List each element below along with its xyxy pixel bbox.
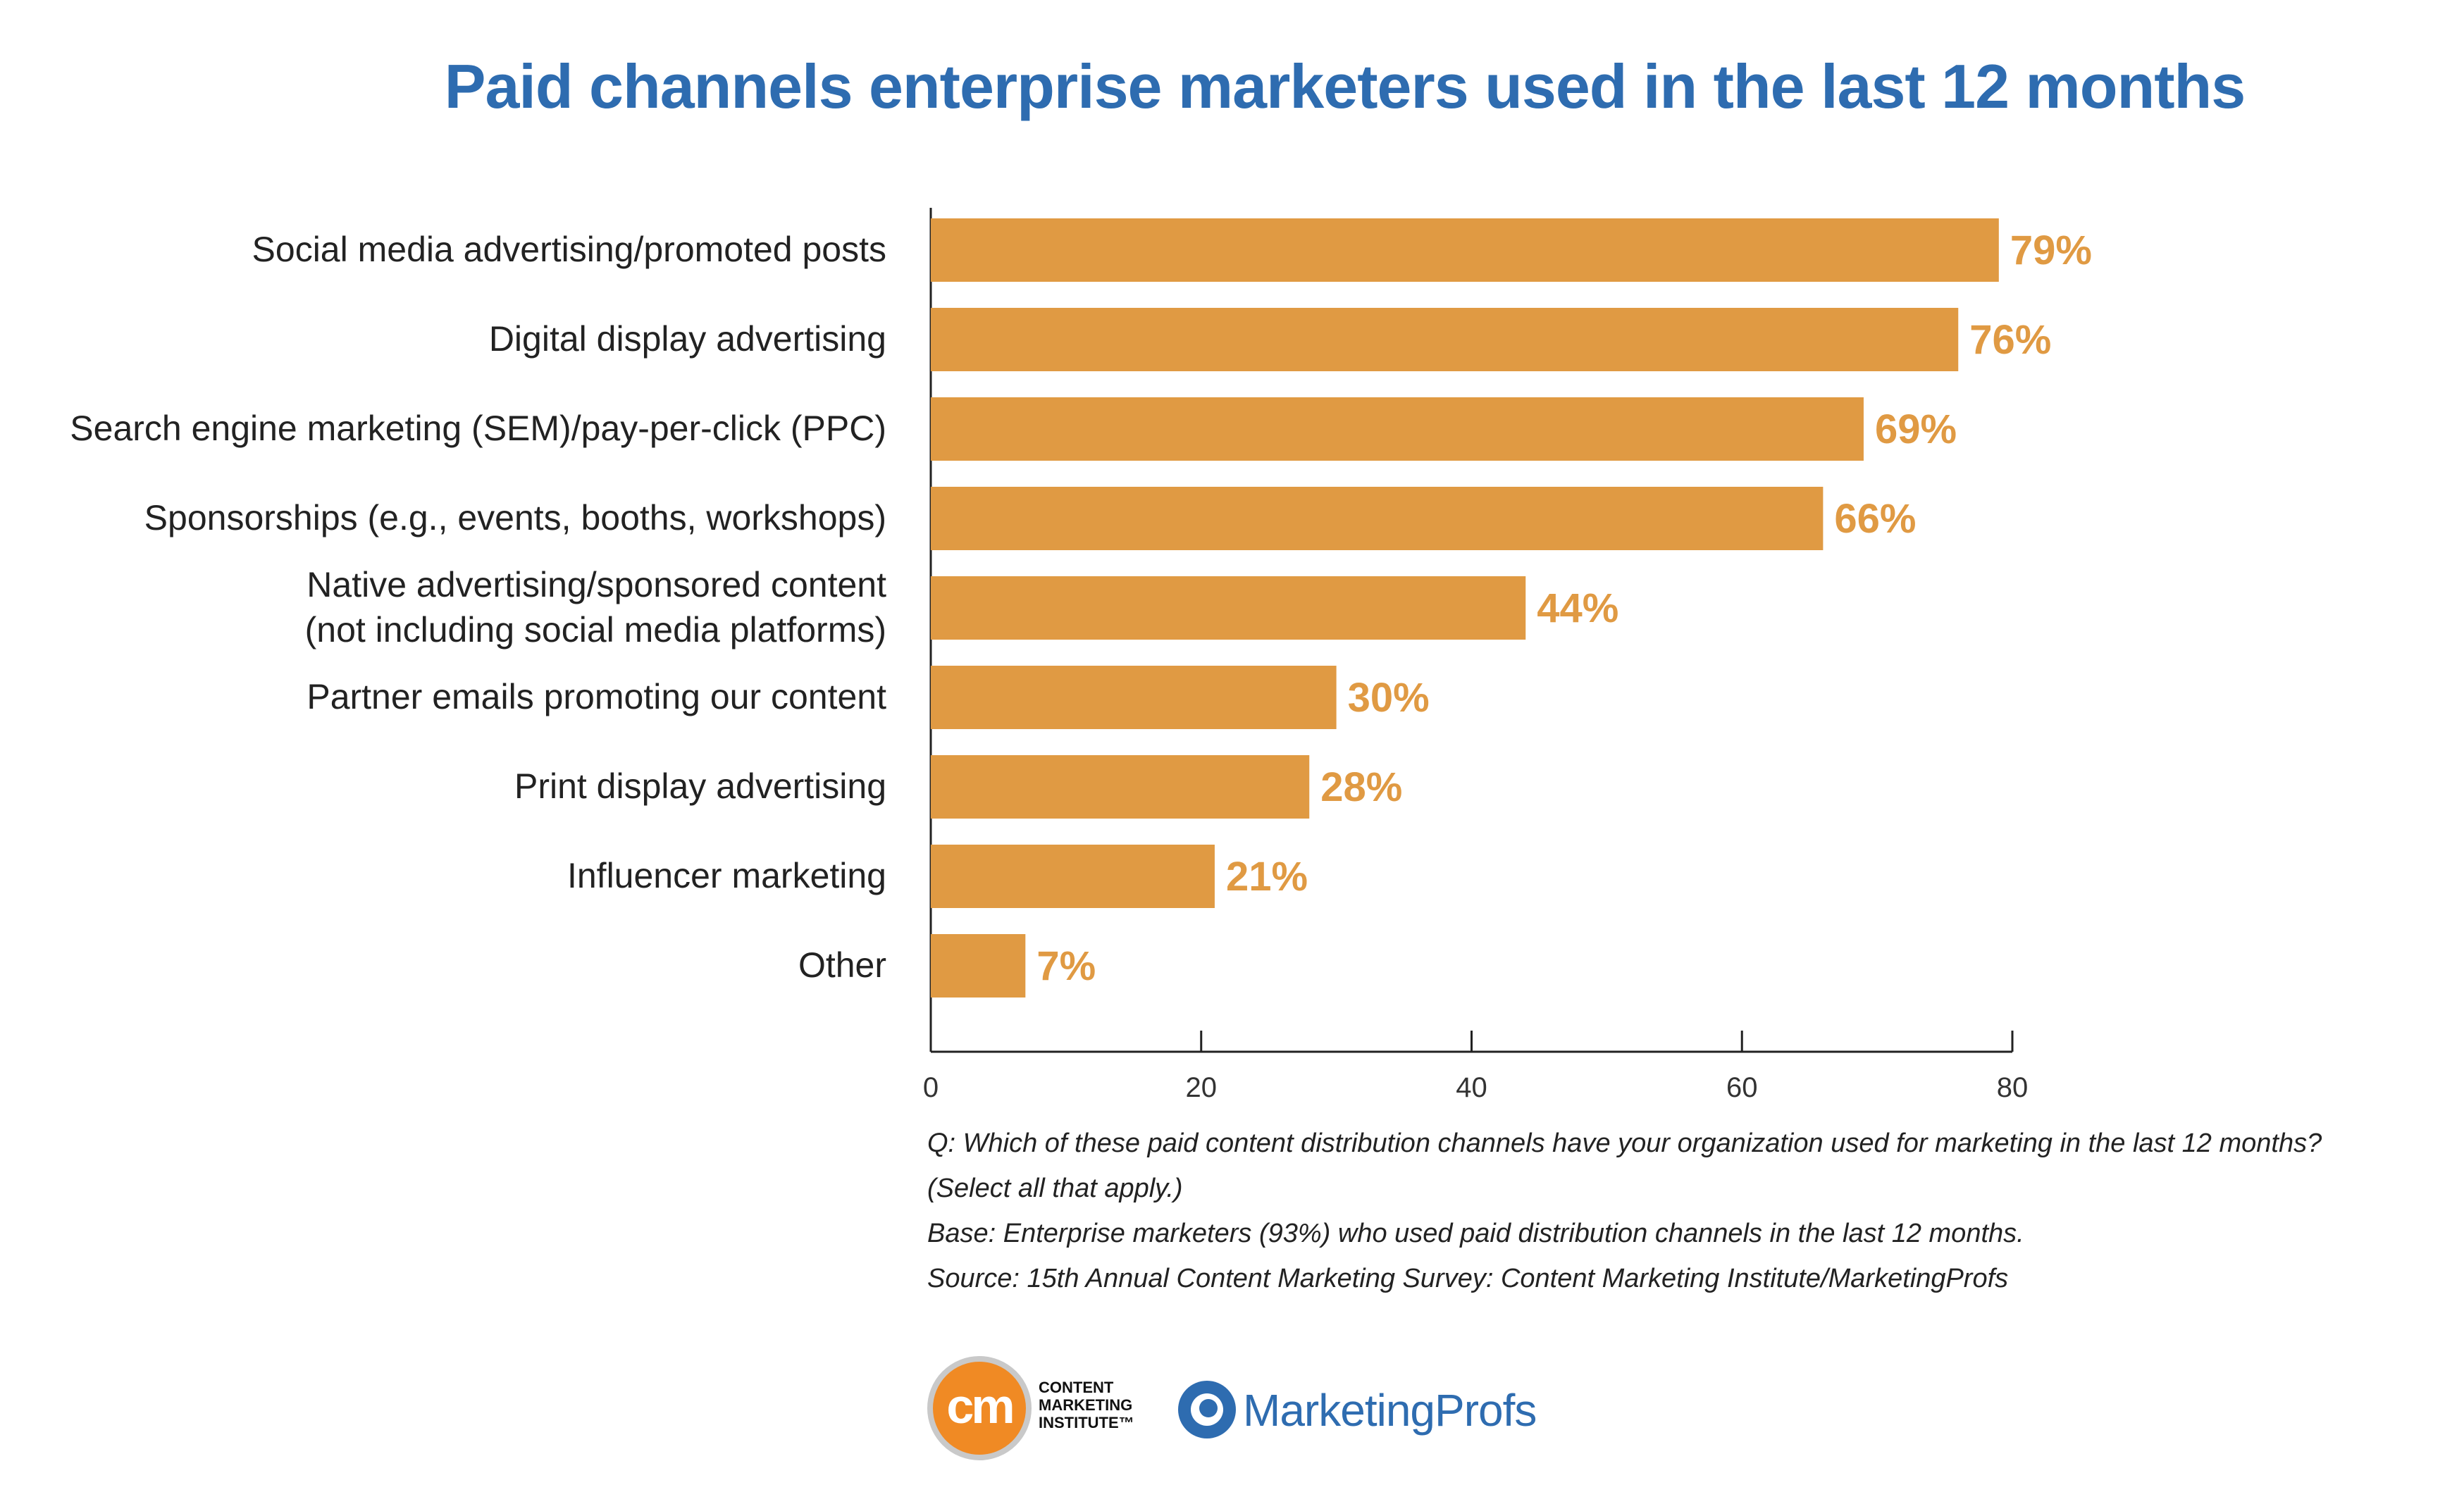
bar (931, 934, 1026, 998)
category-label: Digital display advertising (489, 319, 886, 359)
category-label: Partner emails promoting our content (307, 677, 886, 716)
marketingprofs-logo-icon (1178, 1381, 1236, 1438)
category-label: (not including social media platforms) (305, 610, 886, 650)
bar (931, 308, 1959, 371)
bar (931, 576, 1526, 640)
bar (931, 218, 1999, 282)
category-label: Sponsorships (e.g., events, booths, work… (144, 498, 886, 537)
cmi-logo-icon (927, 1356, 1032, 1460)
chart-title: Paid channels enterprise marketers used … (444, 51, 2246, 121)
bar-value-label: 69% (1875, 406, 1957, 452)
bar (931, 487, 1824, 550)
bar (931, 397, 1864, 461)
bar-value-label: 21% (1226, 854, 1308, 900)
category-label: Influencer marketing (567, 856, 886, 895)
x-tick-label: 20 (1186, 1072, 1218, 1103)
category-label: Search engine marketing (SEM)/pay-per-cl… (70, 409, 886, 448)
x-tick-label: 40 (1456, 1072, 1487, 1103)
bar-value-label: 7% (1036, 943, 1096, 989)
cmi-logo-line1: CONTENT (1039, 1379, 1114, 1396)
cmi-logo-text: CONTENT MARKETING INSTITUTE™ (1039, 1379, 1134, 1431)
category-label: Native advertising/sponsored content (307, 565, 886, 604)
cmi-logo-line3: INSTITUTE™ (1039, 1414, 1134, 1431)
bar-value-label: 30% (1348, 675, 1430, 721)
marketingprofs-logo-text: MarketingProfs (1243, 1385, 1537, 1436)
footnote-question: Q: Which of these paid content distribut… (927, 1129, 2322, 1158)
x-tick-label: 60 (1726, 1072, 1758, 1103)
category-label: Print display advertising (514, 766, 886, 806)
bar-value-label: 28% (1320, 764, 1402, 810)
cmi-logo-mark: cm (946, 1379, 1015, 1434)
logos: cm CONTENT MARKETING INSTITUTE™ Marketin… (927, 1356, 1843, 1469)
category-label: Social media advertising/promoted posts (252, 230, 886, 269)
category-label: Other (798, 945, 886, 985)
bar-chart: 0 20 40 60 80 79% Social media advertising/pro… (70, 208, 2092, 1103)
bar (931, 845, 1215, 908)
footnote-select-all: (Select all that apply.) (927, 1174, 1183, 1203)
bar (931, 666, 1337, 729)
footnote-source: Source: 15th Annual Content Marketing Su… (927, 1264, 2009, 1293)
bar (931, 755, 1310, 819)
footnote-base: Base: Enterprise marketers (93%) who use… (927, 1219, 2024, 1248)
x-tick-label: 80 (1997, 1072, 2029, 1103)
cmi-logo-line2: MARKETING (1039, 1396, 1133, 1414)
bar-value-label: 66% (1834, 496, 1916, 542)
x-tick-label: 0 (923, 1072, 939, 1103)
bar-value-label: 76% (1969, 317, 2051, 363)
bar-value-label: 44% (1537, 585, 1618, 631)
bar-value-label: 79% (2010, 228, 2092, 273)
